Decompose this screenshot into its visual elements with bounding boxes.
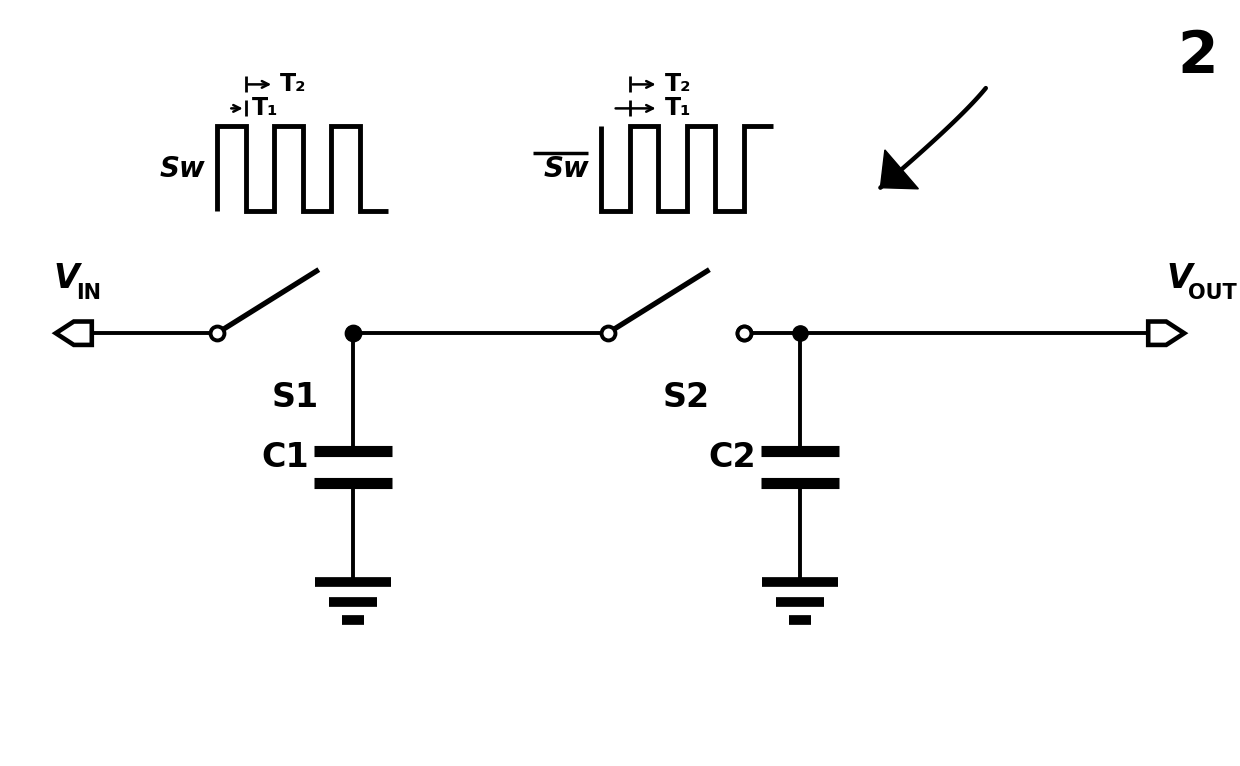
Text: OUT: OUT [1188,283,1238,303]
Text: T₁: T₁ [665,97,691,120]
Text: V: V [53,262,79,295]
Text: S2: S2 [662,381,709,414]
Text: Sw: Sw [544,155,589,182]
Text: V: V [1166,262,1192,295]
Text: C2: C2 [708,440,755,473]
Polygon shape [56,322,92,345]
Text: T₁: T₁ [252,97,278,120]
Text: T₂: T₂ [280,73,306,97]
Text: Sw: Sw [160,155,205,182]
Text: C1: C1 [262,440,309,473]
Text: T₂: T₂ [665,73,691,97]
Text: 2: 2 [1178,28,1219,85]
Text: S1: S1 [272,381,319,414]
Polygon shape [1148,322,1184,345]
Text: IN: IN [76,283,100,303]
Polygon shape [880,150,919,189]
